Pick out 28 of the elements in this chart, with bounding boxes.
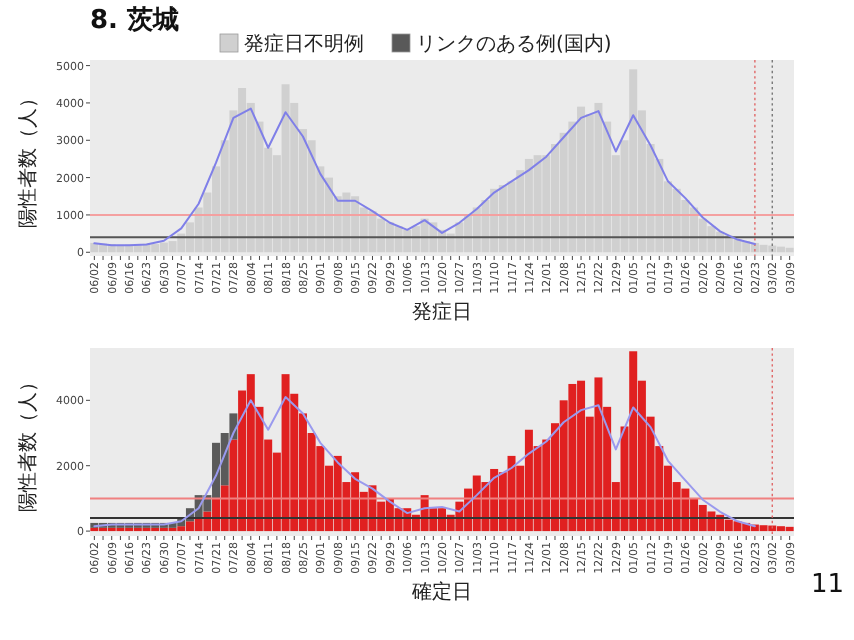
bar (281, 374, 290, 532)
bar (594, 377, 603, 532)
y-axis-title: 陽性者数（人） (16, 372, 40, 512)
line-series (93, 107, 756, 247)
bar (629, 69, 638, 253)
bar (281, 84, 290, 253)
bar (594, 102, 603, 253)
bar (759, 525, 768, 532)
bar (533, 155, 542, 253)
bar (568, 383, 577, 532)
line-series (93, 396, 756, 528)
bar (177, 526, 186, 532)
chart-title: 8. 茨城 (90, 6, 180, 36)
bar (707, 511, 716, 532)
bar (246, 374, 255, 532)
legend-label: 発症日不明例 (244, 32, 364, 56)
bar (672, 188, 681, 253)
x-axis-title: 確定日 (410, 580, 472, 604)
bar (707, 226, 716, 253)
legend-label: リンクのある例(国内) (416, 32, 612, 56)
text: 11 (810, 570, 844, 600)
bar (629, 351, 638, 532)
x-axis-title: 発症日 (412, 300, 472, 324)
y-axis-title: 陽性者数（人） (16, 88, 40, 228)
bar (785, 526, 794, 532)
bar (168, 241, 177, 253)
bar (194, 518, 203, 532)
bar (759, 244, 768, 253)
